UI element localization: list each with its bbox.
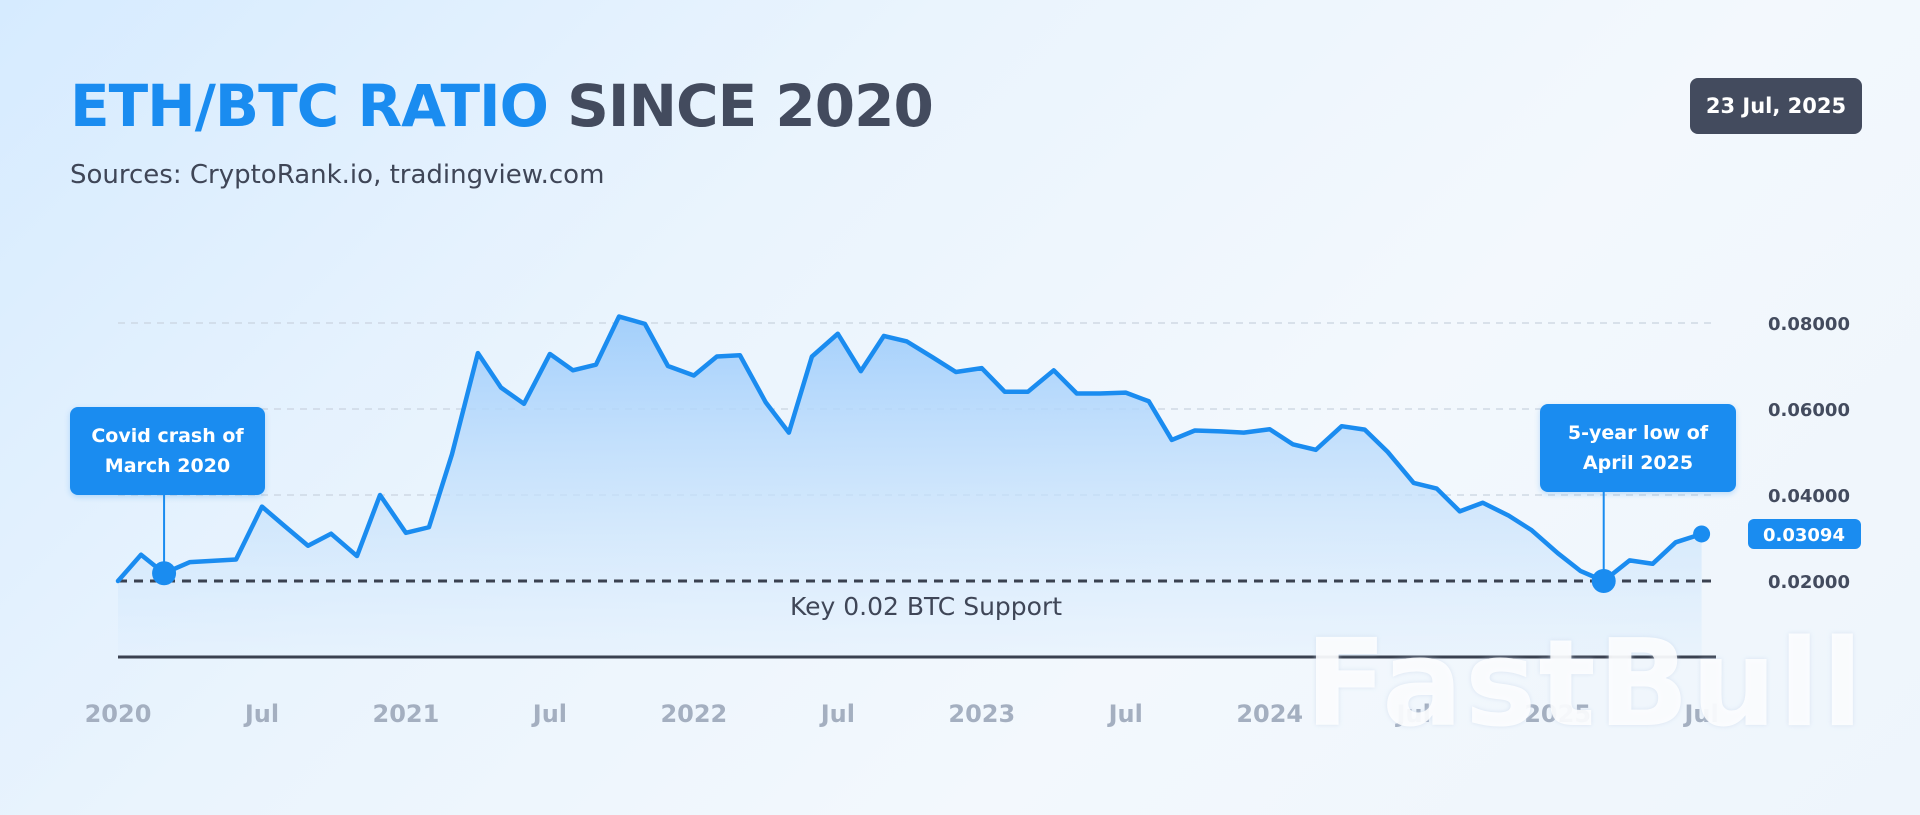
area-layer xyxy=(118,316,1702,657)
covid-callout-line1: Covid crash of xyxy=(91,425,244,447)
y-tick-label: 0.08000 xyxy=(1768,314,1850,335)
x-tick-label: 2022 xyxy=(660,700,727,728)
x-tick-label: 2025 xyxy=(1524,700,1591,728)
support-label: Key 0.02 BTC Support xyxy=(790,592,1062,621)
covid-crash-marker xyxy=(152,561,177,586)
x-tick-label: 2024 xyxy=(1236,700,1303,728)
date-badge: 23 Jul, 2025 xyxy=(1690,78,1862,134)
page-title: ETH/BTC RATIO SINCE 2020 xyxy=(70,72,934,140)
x-tick-label: Jul xyxy=(1682,700,1718,728)
current-value-badge xyxy=(1748,518,1861,549)
x-tick-label: Jul xyxy=(1107,700,1143,728)
sources-subtitle: Sources: CryptoRank.io, tradingview.com xyxy=(70,160,605,190)
x-tick-label: Jul xyxy=(1395,700,1431,728)
title-rest: SINCE 2020 xyxy=(567,72,934,140)
x-tick-label: Jul xyxy=(243,700,279,728)
y-tick-label: 0.02000 xyxy=(1768,572,1850,593)
five-year-low-callout: 5-year low of April 2025 xyxy=(1540,404,1736,492)
y-tick-label: 0.04000 xyxy=(1768,486,1850,507)
last-point-marker xyxy=(1693,525,1711,543)
x-tick-label: Jul xyxy=(819,700,855,728)
five-year-low-marker xyxy=(1591,569,1616,593)
fastbull-watermark: FastBull xyxy=(1305,615,1865,754)
x-tick-label: 2021 xyxy=(373,700,440,728)
x-tick-label: Jul xyxy=(531,700,567,728)
low-callout-line2: April 2025 xyxy=(1582,452,1694,474)
x-tick-label: 2020 xyxy=(85,700,152,728)
covid-crash-callout: Covid crash of March 2020 xyxy=(70,407,265,495)
x-tick-label: 2023 xyxy=(948,700,1015,728)
axis-layer: 0.02000 0.04000 0.06000 0.08000 Key 0.02 BTC… xyxy=(85,314,1850,728)
current-value-label: 0.03094 xyxy=(1763,525,1845,546)
series-line xyxy=(115,314,1704,584)
low-callout-line1: 5-year low of xyxy=(1567,422,1709,444)
covid-callout-line2: March 2020 xyxy=(104,455,231,477)
series-area xyxy=(118,316,1702,657)
y-tick-label: 0.06000 xyxy=(1768,400,1850,421)
marker-layer: 0.03094 xyxy=(152,492,1861,593)
line-layer xyxy=(115,314,1704,584)
title-accent: ETH/BTC RATIO xyxy=(70,72,549,140)
